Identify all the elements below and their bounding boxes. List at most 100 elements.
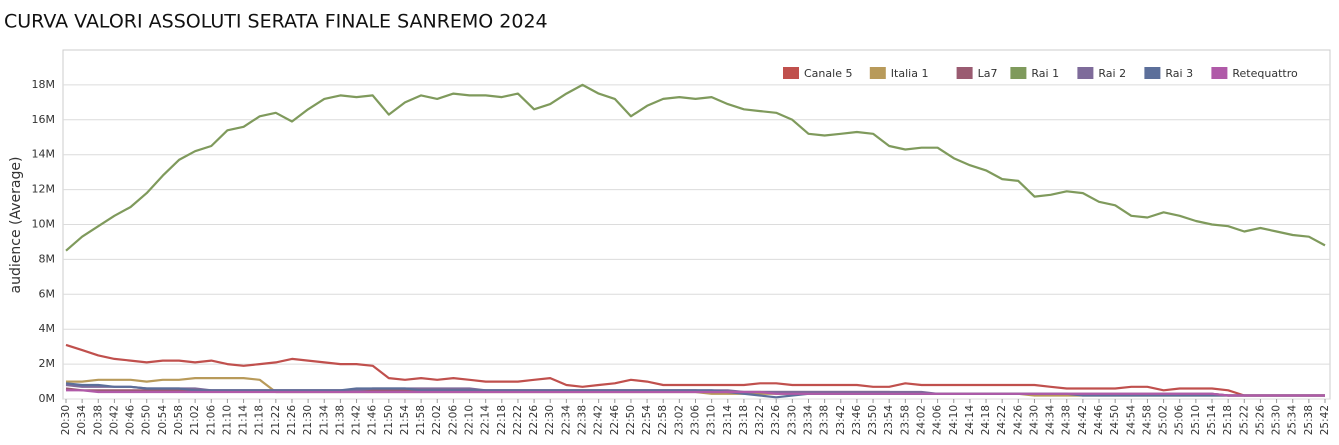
x-tick-label: 22:06 [447, 405, 459, 436]
legend-swatch [956, 67, 973, 79]
x-tick-label: 20:58 [173, 405, 185, 435]
x-tick-label: 22:50 [625, 405, 637, 435]
x-tick-label: 21:50 [383, 405, 395, 435]
x-tick-label: 20:30 [60, 405, 72, 435]
chart-title: CURVA VALORI ASSOLUTI SERATA FINALE SANR… [4, 11, 548, 33]
x-tick-label: 22:54 [641, 405, 653, 436]
x-tick-label: 24:14 [964, 405, 976, 436]
y-tick-label: 4M [39, 322, 56, 335]
y-tick-label: 6M [39, 287, 56, 300]
x-tick-label: 24:30 [1028, 405, 1040, 435]
x-tick-label: 25:30 [1271, 405, 1283, 435]
x-tick-label: 25:14 [1206, 405, 1218, 436]
x-tick-label: 25:02 [1158, 405, 1170, 435]
x-tick-label: 20:38 [92, 405, 104, 435]
x-tick-label: 23:54 [883, 405, 895, 436]
x-tick-label: 23:02 [673, 405, 685, 435]
x-tick-label: 20:54 [157, 405, 169, 436]
x-tick-label: 22:30 [544, 405, 556, 435]
legend-label: Canale 5 [804, 67, 852, 80]
y-tick-label: 10M [32, 218, 56, 231]
x-tick-label: 25:42 [1319, 405, 1331, 435]
x-tick-label: 22:18 [496, 405, 508, 435]
legend-label: Rai 1 [1031, 67, 1059, 80]
x-tick-label: 24:06 [932, 405, 944, 436]
x-tick-label: 22:26 [528, 405, 540, 436]
x-tick-label: 22:34 [560, 405, 572, 436]
x-tick-label: 24:10 [948, 405, 960, 435]
line-series [66, 389, 1325, 397]
line-series [65, 343, 1325, 397]
x-tick-label: 22:58 [657, 405, 669, 435]
legend-swatch [1211, 67, 1228, 79]
x-tick-label: 20:42 [108, 405, 120, 435]
x-tick-label: 23:46 [851, 405, 863, 436]
x-tick-label: 25:06 [1174, 405, 1186, 436]
x-tick-label: 23:26 [770, 405, 782, 436]
legend-label: Retequattro [1232, 67, 1298, 80]
legend-swatch [1010, 67, 1027, 79]
y-tick-label: 14M [32, 148, 56, 161]
x-tick-label: 25:26 [1254, 405, 1266, 436]
x-tick-label: 25:22 [1238, 405, 1250, 435]
x-tick-label: 24:02 [915, 405, 927, 435]
legend-label: Italia 1 [891, 67, 929, 80]
x-tick-label: 23:38 [819, 405, 831, 435]
x-tick-label: 20:34 [76, 405, 88, 436]
x-tick-label: 24:46 [1093, 405, 1105, 436]
x-tick-label: 23:50 [867, 405, 879, 435]
x-tick-label: 21:10 [221, 405, 233, 435]
y-tick-label: 18M [32, 78, 56, 91]
x-tick-label: 21:02 [189, 405, 201, 435]
x-tick-label: 25:38 [1303, 405, 1315, 435]
y-tick-label: 16M [32, 113, 56, 126]
x-tick-label: 24:22 [996, 405, 1008, 435]
y-tick-label: 12M [32, 183, 56, 196]
line-series [65, 83, 1326, 252]
x-tick-label: 23:58 [899, 405, 911, 435]
x-tick-label: 21:14 [238, 405, 250, 436]
x-tick-label: 22:10 [464, 405, 476, 435]
x-tick-label: 25:34 [1287, 405, 1299, 436]
x-tick-label: 24:34 [1045, 405, 1057, 436]
legend-swatch [869, 67, 886, 79]
x-tick-label: 23:34 [802, 405, 814, 436]
x-tick-label: 22:42 [593, 405, 605, 435]
line-series [65, 382, 1325, 399]
y-tick-label: 2M [39, 357, 56, 370]
x-tick-label: 23:18 [738, 405, 750, 435]
x-tick-label: 24:38 [1061, 405, 1073, 435]
x-tick-label: 22:02 [431, 405, 443, 435]
x-tick-label: 20:50 [141, 405, 153, 435]
x-tick-label: 24:50 [1109, 405, 1121, 435]
x-tick-label: 21:42 [351, 405, 363, 435]
x-tick-label: 25:10 [1190, 405, 1202, 435]
x-tick-label: 21:38 [334, 405, 346, 435]
x-tick-label: 23:14 [722, 405, 734, 436]
x-tick-label: 21:58 [415, 405, 427, 435]
x-tick-label: 25:18 [1222, 405, 1234, 435]
x-tick-label: 23:22 [754, 405, 766, 435]
x-tick-label: 21:54 [399, 405, 411, 436]
legend-swatch [1077, 67, 1094, 79]
x-tick-label: 24:42 [1077, 405, 1089, 435]
x-tick-label: 22:46 [609, 405, 621, 436]
x-tick-label: 22:38 [577, 405, 589, 435]
x-tick-label: 24:54 [1125, 405, 1137, 436]
x-tick-label: 21:34 [318, 405, 330, 436]
x-tick-label: 22:14 [480, 405, 492, 436]
x-tick-label: 21:26 [286, 405, 298, 436]
legend-swatch [783, 67, 799, 79]
y-tick-label: 8M [39, 252, 56, 265]
y-axis-label: audience (Average) [8, 157, 24, 294]
x-tick-label: 24:58 [1141, 405, 1153, 435]
legend-label: Rai 2 [1098, 67, 1126, 80]
x-tick-label: 21:46 [367, 405, 379, 436]
x-tick-label: 21:22 [270, 405, 282, 435]
x-tick-label: 20:46 [125, 405, 137, 436]
x-tick-label: 24:18 [980, 405, 992, 435]
x-tick-label: 23:10 [706, 405, 718, 435]
x-tick-label: 23:06 [690, 405, 702, 436]
x-tick-label: 21:06 [205, 405, 217, 436]
